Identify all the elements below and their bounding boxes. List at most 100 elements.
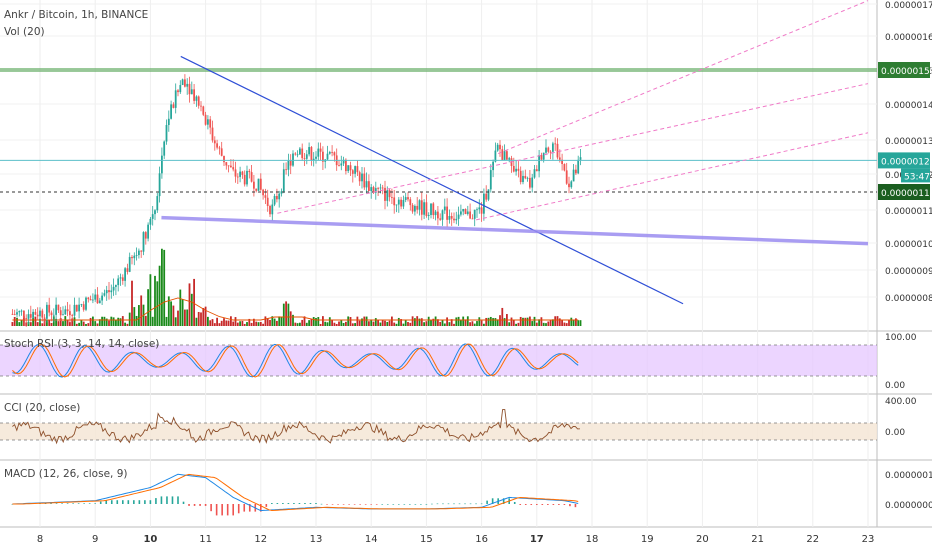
candle-body (572, 169, 575, 182)
time-tick-label: 19 (641, 534, 654, 545)
macd-hist-bar (298, 503, 301, 504)
volume-bar (462, 316, 465, 326)
volume-bar (473, 323, 476, 326)
volume-bar (561, 320, 563, 326)
trendline-channel-upper (497, 0, 869, 155)
volume-bar (96, 323, 99, 326)
volume-bar (204, 306, 207, 326)
candle-body (227, 165, 230, 167)
candle-body (211, 127, 214, 141)
macd-hist-bar (304, 503, 306, 504)
candle-body (41, 310, 44, 318)
volume-bar (250, 322, 253, 326)
drawn-lines[interactable] (0, 0, 877, 305)
candle-body (418, 200, 421, 210)
candle-body (213, 140, 216, 144)
macd-hist-bar (486, 500, 488, 504)
volume-bar (347, 316, 350, 326)
volume-bar (216, 317, 218, 326)
volume-ma-line (12, 297, 579, 321)
candle-body (57, 304, 60, 311)
volume-bar (575, 318, 577, 326)
candle-body (317, 148, 320, 157)
volume-bar (218, 323, 221, 326)
volume-bar (301, 319, 304, 326)
volume-bar (487, 317, 490, 326)
candle-body (365, 181, 368, 188)
volume-bar (372, 321, 375, 326)
candle-body (464, 208, 467, 215)
macd-hist-bar (144, 500, 146, 504)
time-tick-label: 8 (37, 534, 43, 545)
candle-body (126, 268, 129, 272)
candle-body (257, 178, 260, 191)
macd-hist-bar (359, 504, 361, 505)
volume-bar (441, 320, 444, 326)
macd-hist-bar (237, 504, 240, 514)
volume-bar (248, 318, 251, 326)
volume-bar (455, 317, 458, 326)
candle-body (246, 170, 248, 185)
candle-body (62, 314, 64, 316)
candle-body (386, 190, 389, 201)
macd-hist-bar (171, 496, 174, 504)
candle-body (312, 158, 315, 161)
candle-body (112, 286, 115, 291)
volume-bar (69, 321, 71, 326)
candle-body (448, 216, 451, 220)
volume-bar (82, 321, 85, 326)
volume-bar (554, 316, 557, 326)
volume-bar (519, 316, 522, 326)
volume-bar (66, 320, 69, 326)
volume-bar (234, 317, 237, 326)
volume-bar (538, 319, 540, 326)
candle-body (483, 193, 485, 214)
volume-bar (377, 319, 379, 326)
volume-bar (434, 316, 437, 326)
candle-body (250, 172, 253, 182)
macd-hist-bar (133, 500, 135, 504)
candle-body (494, 150, 497, 162)
candle-body (216, 143, 218, 148)
candle-body (184, 79, 186, 87)
volume-bar (404, 319, 407, 326)
candle-body (271, 204, 274, 215)
candle-timer-label: 53:47 (904, 172, 930, 182)
volume-bar (257, 322, 260, 326)
candle-body (52, 314, 55, 316)
candle-body (395, 204, 398, 206)
macd-hist-bar (221, 504, 223, 516)
volume-bar (414, 318, 416, 326)
candle-body (384, 187, 386, 201)
candle-body (496, 144, 499, 151)
volume-bar (230, 316, 232, 326)
volume-bar (552, 319, 554, 326)
volume-bar (510, 317, 513, 326)
volume-bar (273, 318, 276, 326)
volume-bar (262, 323, 264, 326)
macd-hist-bar (464, 503, 466, 505)
macd-hist-bar (66, 503, 69, 504)
volume-bar (147, 289, 149, 326)
candle-body (457, 214, 460, 219)
macd-hist-bar (569, 504, 571, 507)
macd-hist-bar (436, 503, 439, 505)
candle-body (232, 167, 235, 170)
chart-frame (0, 0, 932, 528)
candle-body (577, 159, 580, 174)
volume-bar (423, 322, 425, 326)
volume-bar (16, 317, 18, 326)
volume-bar (172, 305, 175, 326)
candle-body (542, 152, 545, 160)
candle-body (471, 218, 474, 220)
candle-body (13, 314, 16, 315)
volume-bar (253, 318, 255, 326)
candle-body (485, 193, 488, 200)
volume-bar (186, 309, 189, 326)
macd-hist-bar (392, 504, 395, 505)
time-axis-labels: 8 9 10 11 12 13 14 15 16 17 18 19 20 21 22 23 (37, 534, 875, 545)
volume-bar (568, 320, 570, 326)
